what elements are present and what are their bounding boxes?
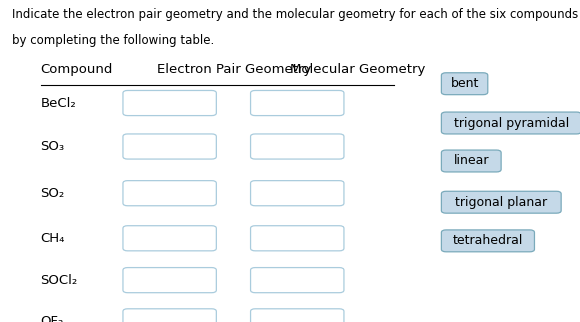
- FancyBboxPatch shape: [251, 134, 344, 159]
- FancyBboxPatch shape: [123, 226, 216, 251]
- Text: trigonal planar: trigonal planar: [455, 196, 548, 209]
- Text: Compound: Compound: [41, 63, 113, 76]
- FancyBboxPatch shape: [441, 191, 561, 213]
- FancyBboxPatch shape: [441, 112, 580, 134]
- Text: Indicate the electron pair geometry and the molecular geometry for each of the s: Indicate the electron pair geometry and …: [12, 8, 580, 21]
- FancyBboxPatch shape: [123, 268, 216, 293]
- FancyBboxPatch shape: [251, 309, 344, 322]
- Text: by completing the following table.: by completing the following table.: [12, 34, 214, 47]
- FancyBboxPatch shape: [251, 181, 344, 206]
- FancyBboxPatch shape: [123, 309, 216, 322]
- Text: SO₃: SO₃: [41, 140, 65, 153]
- Text: OF₂: OF₂: [41, 315, 64, 322]
- FancyBboxPatch shape: [123, 181, 216, 206]
- Text: CH₄: CH₄: [41, 232, 65, 245]
- Text: Electron Pair Geometry: Electron Pair Geometry: [157, 63, 311, 76]
- Text: SOCl₂: SOCl₂: [41, 274, 78, 287]
- FancyBboxPatch shape: [441, 73, 488, 95]
- Text: linear: linear: [454, 155, 489, 167]
- FancyBboxPatch shape: [251, 90, 344, 116]
- Text: trigonal pyramidal: trigonal pyramidal: [454, 117, 569, 129]
- FancyBboxPatch shape: [123, 90, 216, 116]
- Text: tetrahedral: tetrahedral: [453, 234, 523, 247]
- FancyBboxPatch shape: [441, 230, 535, 252]
- FancyBboxPatch shape: [123, 134, 216, 159]
- FancyBboxPatch shape: [251, 226, 344, 251]
- FancyBboxPatch shape: [251, 268, 344, 293]
- Text: BeCl₂: BeCl₂: [41, 97, 77, 109]
- Text: Molecular Geometry: Molecular Geometry: [290, 63, 425, 76]
- Text: bent: bent: [451, 77, 478, 90]
- Text: SO₂: SO₂: [41, 187, 65, 200]
- FancyBboxPatch shape: [441, 150, 501, 172]
